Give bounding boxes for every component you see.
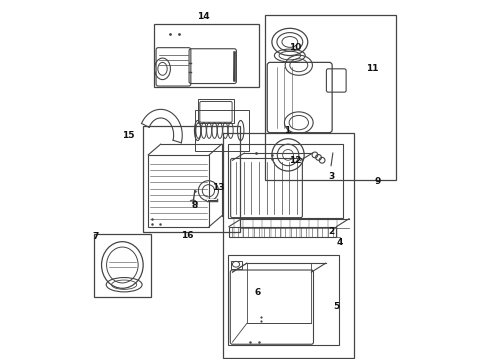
Bar bbox=[148, 155, 209, 226]
Bar bbox=[228, 144, 343, 218]
Bar bbox=[231, 261, 242, 269]
Text: 7: 7 bbox=[92, 232, 98, 241]
Text: 4: 4 bbox=[337, 238, 343, 247]
Text: 16: 16 bbox=[181, 231, 194, 240]
Bar bbox=[195, 110, 248, 151]
Bar bbox=[198, 99, 234, 123]
Text: 8: 8 bbox=[192, 201, 198, 210]
Bar bbox=[94, 234, 151, 297]
Bar bbox=[223, 134, 354, 357]
Text: 3: 3 bbox=[328, 172, 334, 181]
Text: 10: 10 bbox=[289, 43, 301, 52]
Text: 5: 5 bbox=[333, 302, 340, 311]
Text: 11: 11 bbox=[366, 64, 379, 73]
Text: 9: 9 bbox=[374, 177, 381, 186]
Bar bbox=[265, 15, 395, 180]
Text: 13: 13 bbox=[212, 183, 224, 192]
Bar bbox=[143, 126, 240, 232]
Text: 12: 12 bbox=[289, 156, 301, 165]
Bar bbox=[228, 255, 339, 345]
Text: 1: 1 bbox=[284, 126, 290, 135]
Text: 15: 15 bbox=[122, 131, 135, 140]
Text: 6: 6 bbox=[254, 288, 261, 297]
Bar bbox=[153, 24, 259, 87]
Text: 2: 2 bbox=[328, 228, 334, 237]
Text: 14: 14 bbox=[197, 12, 210, 21]
